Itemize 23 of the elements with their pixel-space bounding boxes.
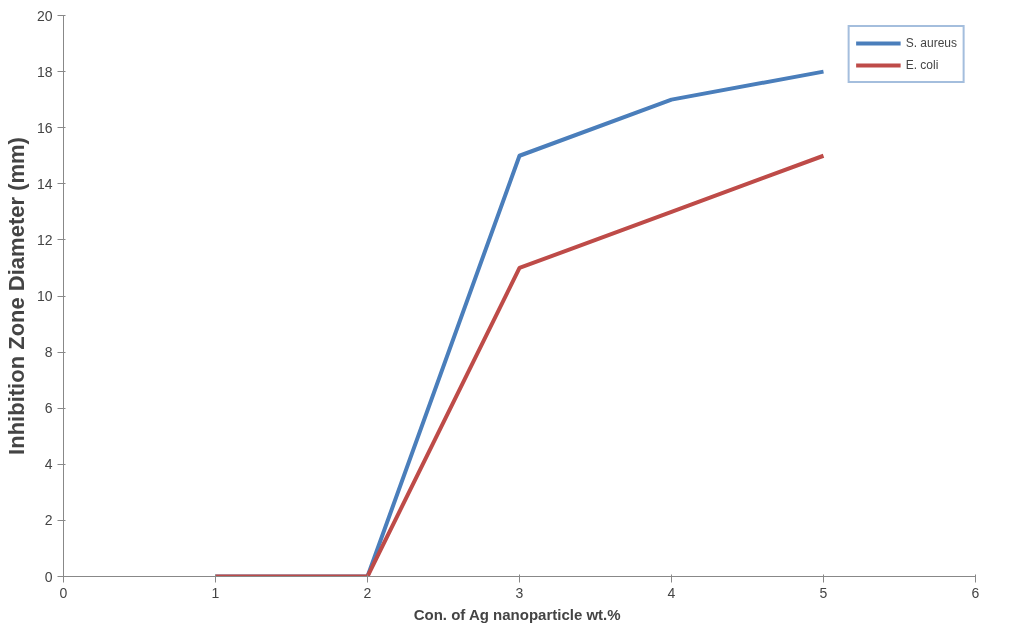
y-tick-label: 8 — [44, 344, 53, 361]
y-tick-label: 18 — [36, 63, 53, 80]
x-tick-label: 6 — [971, 584, 980, 601]
x-tick-label: 4 — [667, 584, 676, 601]
y-tick-label: 6 — [44, 400, 53, 417]
y-axis-title: Inhibition Zone Diameter (mm) — [3, 137, 29, 455]
y-tick-label: 0 — [44, 568, 53, 585]
x-tick-label: 3 — [515, 584, 524, 601]
x-tick-label: 1 — [211, 584, 220, 601]
legend-label: S. aureus — [905, 36, 957, 50]
x-axis-title: Con. of Ag nanoparticle wt.% — [413, 605, 621, 623]
line-series — [213, 153, 826, 577]
x-tick-label: 0 — [59, 584, 68, 601]
y-tick-label: 16 — [36, 119, 53, 136]
legend-label: E. coli — [905, 58, 939, 72]
y-tick-label: 10 — [36, 288, 53, 304]
y-tick-label: 4 — [44, 456, 53, 473]
y-tick-label: 20 — [36, 7, 53, 24]
x-tick-label: 2 — [363, 584, 372, 601]
x-tick-label: 5 — [819, 584, 828, 601]
y-tick-label: 2 — [44, 512, 53, 529]
y-tick-label: 14 — [36, 175, 53, 192]
y-tick-label: 12 — [36, 231, 53, 248]
